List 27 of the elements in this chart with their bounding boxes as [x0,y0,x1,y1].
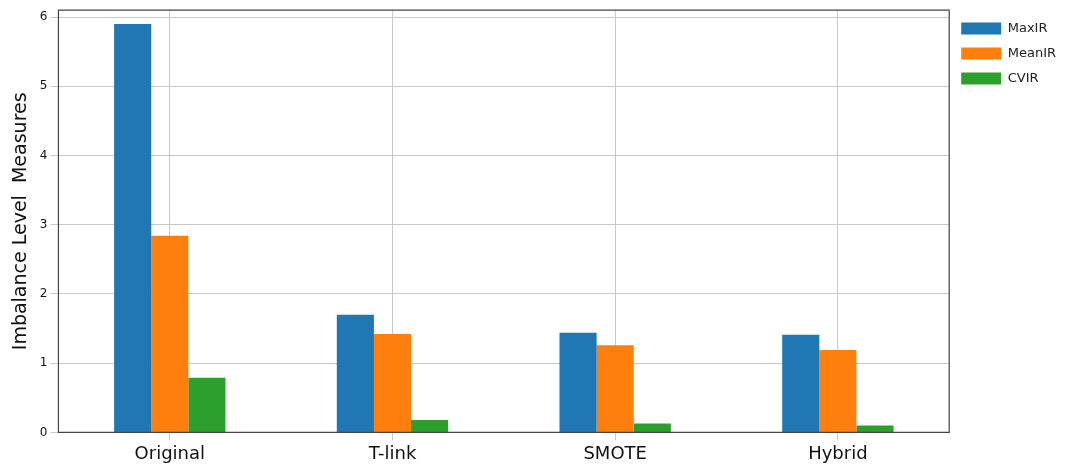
x-tick-label: SMOTE [583,441,647,463]
y-axis-title: Imbalance Level Measures [8,92,31,351]
bar [373,334,412,432]
y-tick-label: 1 [39,355,48,370]
bar [559,332,597,432]
bar [819,350,857,432]
legend-label: MaxIR [1007,19,1048,35]
x-tick-label: Hybrid [808,441,868,463]
bar [411,419,449,432]
legend-label: CVIR [1007,69,1039,85]
bar [188,377,226,432]
bar [114,24,152,432]
legend-label: MeanIR [1007,44,1057,60]
x-tick-label: Original [134,441,205,463]
y-tick-label: 5 [39,78,48,93]
x-tick-label: T-link [367,441,417,463]
y-tick-label: 0 [39,424,48,439]
y-tick-label: 3 [39,216,48,231]
y-tick-label: 2 [39,286,48,301]
y-tick-label: 6 [39,9,48,24]
y-tick-label: 4 [39,147,48,162]
bar [596,345,634,432]
bar [856,425,894,432]
bar [151,235,189,432]
bar [782,334,820,432]
bar [633,423,671,432]
bar [336,314,374,432]
